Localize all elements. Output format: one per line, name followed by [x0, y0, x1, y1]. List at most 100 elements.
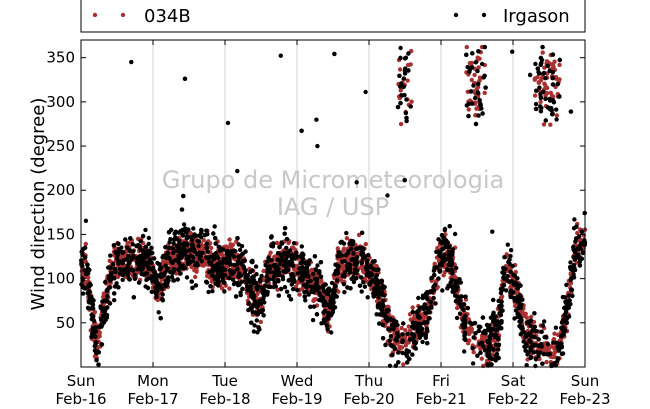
point-irgason — [351, 239, 356, 244]
point-irgason — [166, 275, 171, 280]
point-034b — [542, 81, 547, 86]
point-irgason — [403, 55, 409, 60]
point-034b — [454, 305, 460, 311]
point-irgason — [407, 356, 412, 362]
point-irgason — [501, 266, 507, 272]
point-irgason — [453, 293, 458, 298]
point-irgason — [477, 98, 482, 103]
point-irgason — [90, 326, 96, 331]
point-irgason — [139, 268, 144, 273]
point-irgason — [284, 265, 289, 270]
point-irgason — [534, 106, 539, 112]
point-irgason — [357, 283, 363, 288]
point-irgason — [85, 262, 90, 267]
point-irgason — [359, 260, 364, 265]
point-irgason — [80, 291, 86, 296]
point-irgason — [85, 290, 90, 296]
point-irgason — [330, 293, 335, 299]
point-irgason — [299, 128, 304, 133]
point-irgason — [215, 262, 220, 267]
legend-marker-irgason — [453, 12, 459, 18]
point-irgason — [291, 241, 297, 246]
point-034b — [464, 44, 469, 50]
point-034b — [223, 244, 229, 249]
point-irgason — [448, 259, 453, 264]
point-034b — [469, 329, 474, 334]
point-irgason — [572, 217, 577, 222]
point-irgason — [533, 357, 539, 362]
point-irgason — [410, 309, 415, 315]
point-irgason — [354, 262, 359, 267]
point-irgason — [236, 274, 241, 279]
point-irgason — [315, 143, 320, 149]
point-irgason — [271, 263, 276, 268]
point-irgason — [384, 308, 389, 313]
point-irgason — [512, 298, 518, 303]
point-irgason — [157, 262, 162, 267]
point-irgason — [181, 222, 187, 227]
point-034b — [435, 245, 440, 251]
point-irgason — [127, 277, 132, 282]
point-irgason — [346, 262, 352, 268]
point-irgason — [349, 246, 354, 251]
point-irgason — [416, 313, 421, 319]
point-irgason — [545, 352, 550, 357]
point-irgason — [165, 250, 170, 256]
point-034b — [201, 238, 206, 243]
point-irgason — [149, 245, 154, 251]
point-irgason — [211, 265, 217, 270]
point-irgason — [420, 295, 425, 301]
point-irgason — [463, 294, 468, 299]
point-irgason — [555, 344, 560, 350]
point-irgason — [172, 231, 177, 236]
x-tick-label-date: Feb-19 — [271, 390, 322, 408]
point-irgason — [81, 285, 86, 290]
point-irgason — [196, 239, 201, 244]
point-034b — [482, 90, 487, 96]
point-irgason — [225, 120, 231, 126]
point-irgason — [433, 301, 438, 306]
point-irgason — [566, 293, 572, 298]
point-irgason — [306, 274, 311, 279]
point-irgason — [345, 285, 350, 290]
point-034b — [394, 341, 400, 346]
legend: 034B Irgason — [80, 0, 586, 33]
point-irgason — [553, 325, 559, 330]
point-irgason — [554, 117, 559, 122]
x-tick-label-date: Feb-22 — [487, 390, 538, 408]
x-tick-label-day: Tue — [211, 372, 238, 390]
x-tick-label-day: Sun — [571, 372, 600, 390]
point-irgason — [549, 108, 554, 113]
point-034b — [194, 269, 199, 274]
point-irgason — [453, 299, 459, 304]
point-irgason — [352, 270, 357, 275]
point-irgason — [112, 276, 117, 281]
point-irgason — [261, 313, 266, 318]
point-034b — [97, 334, 102, 339]
point-irgason — [116, 285, 121, 290]
point-irgason — [149, 289, 154, 294]
point-irgason — [470, 51, 475, 56]
point-034b — [341, 248, 346, 253]
point-irgason — [163, 255, 169, 260]
point-irgason — [305, 279, 310, 285]
point-irgason — [540, 361, 545, 366]
point-irgason — [282, 250, 287, 255]
point-irgason — [291, 277, 296, 282]
point-irgason — [372, 286, 377, 291]
point-irgason — [152, 270, 157, 276]
point-irgason — [321, 299, 326, 305]
point-irgason — [436, 237, 441, 242]
point-irgason — [362, 284, 368, 289]
point-034b — [507, 265, 512, 270]
point-034b — [300, 286, 305, 291]
point-irgason — [294, 250, 299, 255]
point-irgason — [297, 266, 302, 271]
point-irgason — [351, 279, 357, 285]
plot-frame — [80, 39, 586, 368]
point-irgason — [472, 320, 478, 326]
point-irgason — [291, 287, 296, 292]
point-irgason — [515, 295, 521, 300]
point-irgason — [518, 315, 523, 321]
point-irgason — [371, 290, 376, 296]
